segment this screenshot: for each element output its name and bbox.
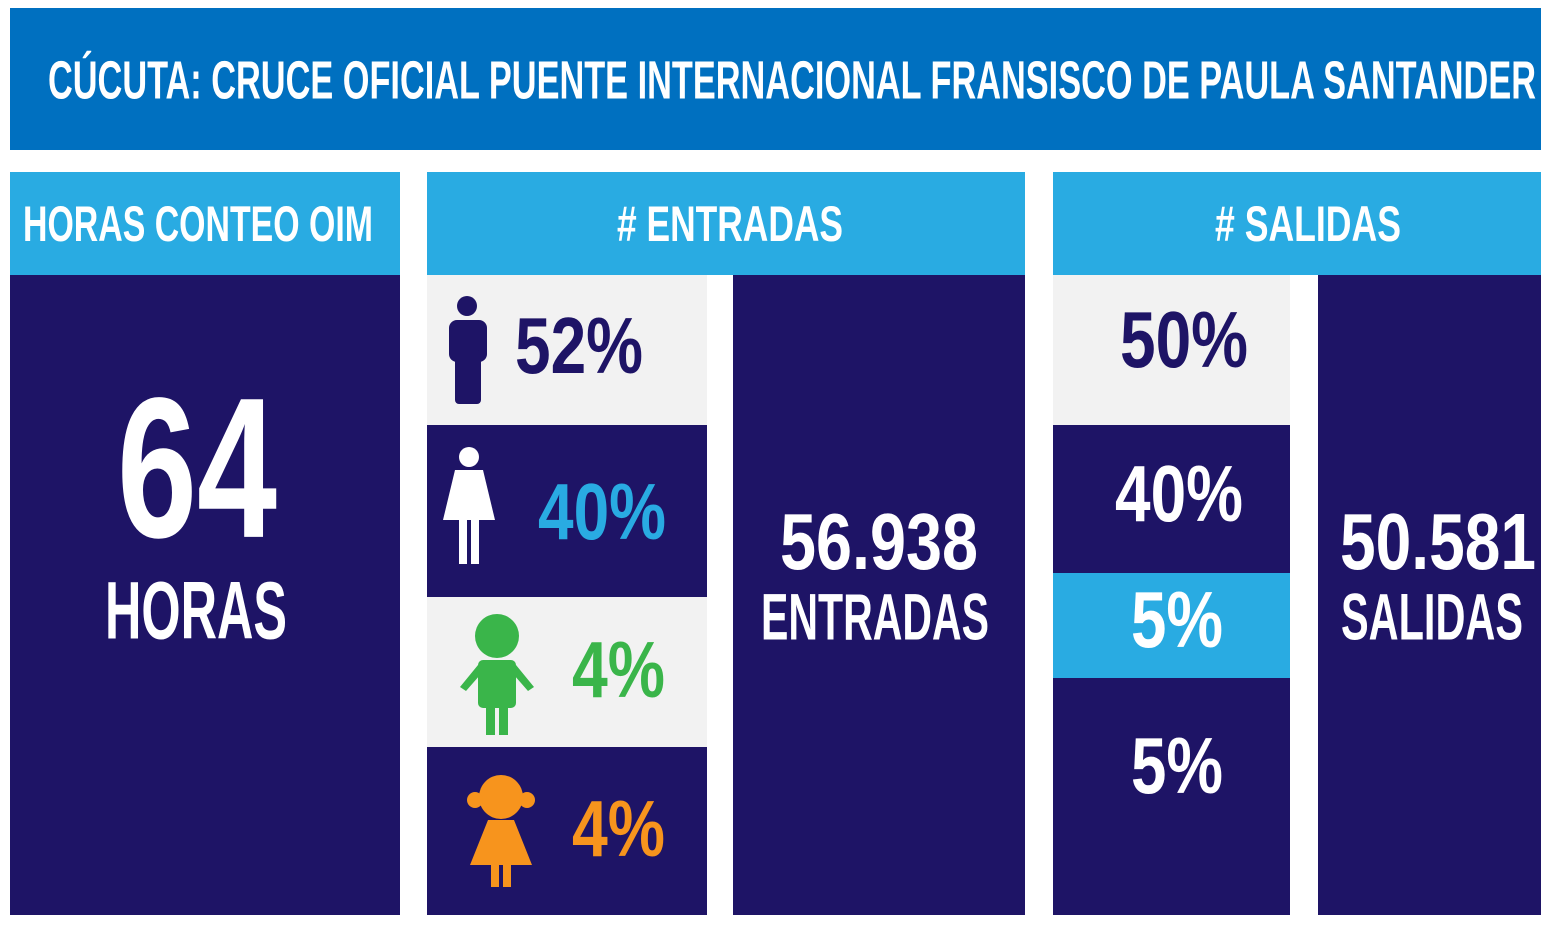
girl-icon [467,775,535,887]
exits-boy: 5% [1131,575,1223,664]
entries-female: 40% [538,467,666,556]
hours-value: 64 [117,357,277,580]
exits-girl: 5% [1131,721,1223,810]
woman-icon [443,447,495,564]
row-bg [1053,275,1290,425]
row-bg [427,597,707,747]
entries-heading-bg [427,172,1025,275]
hours-body [10,275,400,915]
boy-icon [460,614,534,735]
row-bg [1053,573,1290,678]
entries-boy: 4% [572,625,665,714]
entries-heading: # ENTRADAS [617,196,843,252]
exits-unit: SALIDAS [1341,579,1523,653]
hours-heading: HORAS CONTEO OIM [23,196,373,252]
title: CÚCUTA: CRUCE OFICIAL PUENTE INTERNACION… [48,50,1536,110]
entries-male: 52% [515,301,643,390]
exits-total-bg [1318,275,1541,915]
header-bar [10,8,1541,150]
exits-heading: # SALIDAS [1215,196,1401,252]
hours-heading-bg [10,172,400,275]
exits-heading-bg [1053,172,1541,275]
hours-unit: HORAS [105,566,287,657]
entries-total-bg [733,275,1025,915]
entries-total: 56.938 [780,497,978,586]
entries-unit: ENTRADAS [761,579,989,653]
entries-girl: 4% [572,784,665,873]
row-bg [1053,425,1290,573]
row-bg [427,747,707,915]
exits-male: 50% [1120,295,1248,384]
exits-total: 50.581 [1340,497,1536,586]
row-bg [1053,678,1290,915]
exits-female: 40% [1115,449,1243,538]
man-icon [449,296,487,404]
